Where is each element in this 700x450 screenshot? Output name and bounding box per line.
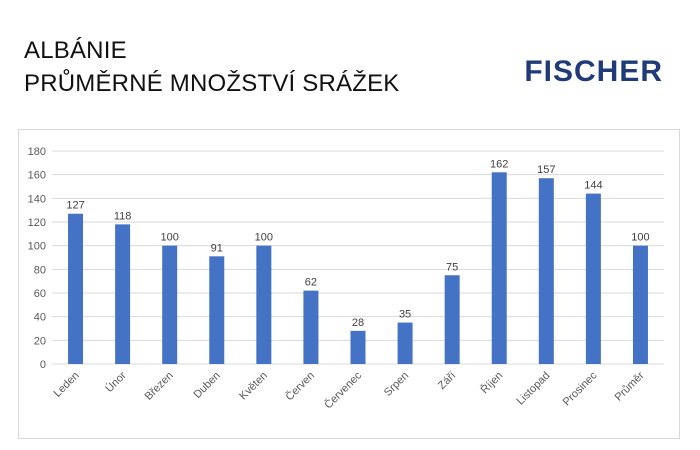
y-tick-label: 60 (34, 288, 46, 300)
data-label: 157 (537, 164, 555, 176)
data-label: 91 (211, 242, 223, 254)
x-tick-label: Duben (191, 370, 222, 401)
data-label: 118 (114, 210, 132, 222)
chart-frame (18, 129, 680, 439)
x-tick-label: Listopad (515, 370, 553, 408)
bar (397, 322, 413, 364)
bar (303, 290, 319, 364)
data-label: 100 (161, 232, 179, 244)
bar (585, 193, 601, 364)
y-tick-label: 120 (28, 217, 46, 229)
x-tick-label: Březen (143, 370, 176, 403)
y-tick-label: 140 (28, 193, 46, 205)
bar (538, 178, 554, 364)
bar (162, 245, 178, 364)
bar (68, 213, 84, 364)
data-label: 100 (255, 232, 273, 244)
data-label: 127 (66, 200, 84, 212)
x-tick-label: Prosinec (561, 369, 600, 408)
y-tick-label: 100 (28, 241, 46, 253)
title-block: ALBÁNIE PRŮMĚRNÉ MNOŽSTVÍ SRÁŽEK (24, 34, 400, 100)
x-tick-label: Červen (283, 369, 317, 403)
bar (632, 245, 648, 364)
data-label: 75 (446, 261, 458, 273)
data-label: 162 (490, 158, 508, 170)
data-label: 144 (584, 180, 602, 192)
bar (444, 275, 460, 364)
bar (491, 172, 507, 364)
x-tick-label: Červenec (322, 369, 365, 412)
x-tick-label: Průměr (613, 369, 647, 403)
x-tick-label: Září (436, 370, 458, 392)
y-tick-label: 80 (34, 264, 46, 276)
x-tick-label: Leden (52, 370, 82, 400)
x-tick-label: Říjen (478, 369, 505, 396)
y-tick-label: 40 (34, 312, 46, 324)
page-title-subject: PRŮMĚRNÉ MNOŽSTVÍ SRÁŽEK (24, 70, 400, 97)
bar (350, 330, 366, 364)
data-label: 35 (399, 309, 411, 321)
data-label: 100 (631, 232, 649, 244)
x-tick-label: Květen (237, 370, 270, 403)
y-tick-label: 0 (40, 359, 46, 371)
fischer-logo: FISCHER (524, 55, 663, 88)
bar (209, 256, 225, 364)
y-tick-label: 20 (34, 335, 46, 347)
page-title-country: ALBÁNIE (24, 37, 127, 64)
data-label: 28 (352, 317, 364, 329)
data-label: 62 (305, 277, 317, 289)
bar (256, 245, 272, 364)
x-tick-label: Srpen (382, 370, 411, 399)
y-tick-label: 180 (28, 146, 46, 158)
x-tick-label: Únor (103, 369, 129, 395)
y-tick-label: 160 (28, 170, 46, 182)
bar (115, 224, 131, 364)
